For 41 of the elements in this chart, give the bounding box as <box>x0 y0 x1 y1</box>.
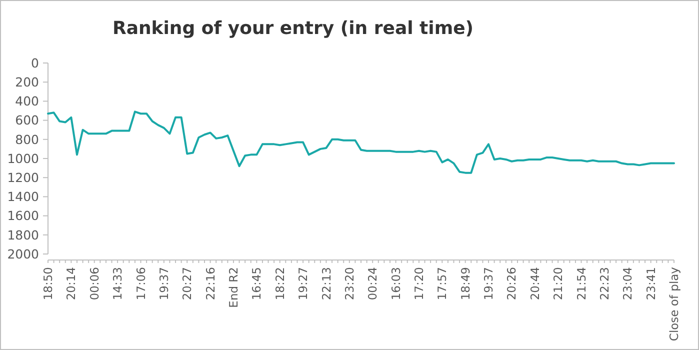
x-tick-label: 20:27 <box>180 267 194 300</box>
x-tick-label: 00:06 <box>87 267 102 300</box>
x-tick-label: 18:50 <box>41 267 56 300</box>
x-tick-label: 19:37 <box>482 267 496 300</box>
y-tick-label: 1200 <box>7 170 40 185</box>
x-tick-label: 17:06 <box>134 267 148 300</box>
y-tick-label: 200 <box>15 74 40 90</box>
x-tick-label: 22:23 <box>597 267 612 300</box>
x-tick-label: 17:20 <box>412 267 426 300</box>
y-tick-label: 1600 <box>7 208 40 224</box>
x-tick-label: 00:24 <box>366 267 380 300</box>
x-tick-label: 22:16 <box>203 267 218 300</box>
x-tick-label: 18:22 <box>272 267 287 300</box>
x-tick-label: 14:33 <box>110 267 125 300</box>
y-tick-label: 1800 <box>7 227 40 242</box>
x-tick-label: 21:54 <box>574 267 588 300</box>
x-tick-label: 20:14 <box>64 267 78 300</box>
x-tick-label: 21:20 <box>551 267 566 300</box>
x-tick-label: 23:04 <box>620 267 635 300</box>
y-tick-label: 400 <box>15 94 40 109</box>
x-tick-label: End R2 <box>226 267 241 308</box>
chart-title: Ranking of your entry (in real time) <box>112 18 474 39</box>
x-tick-label: 23:20 <box>342 267 356 300</box>
x-tick-label: 19:27 <box>296 267 310 300</box>
line-series <box>47 110 675 174</box>
y-tick-label: 600 <box>15 112 40 128</box>
x-tick-label: 23:41 <box>644 267 658 300</box>
x-tick-label: 16:45 <box>250 267 264 300</box>
x-tick-label: 18:49 <box>458 267 472 300</box>
x-tick-label: 19:37 <box>156 267 171 300</box>
x-tick-label: 17:57 <box>435 267 450 300</box>
x-tick-label: 20:44 <box>528 267 542 300</box>
y-tick-label: 1400 <box>7 189 40 204</box>
x-tick-label: 22:13 <box>319 267 334 300</box>
y-tick-label: 0 <box>31 55 40 70</box>
y-tick-label: 2000 <box>7 246 40 262</box>
x-tick-label: 20:26 <box>504 267 519 300</box>
y-tick-label: 1000 <box>7 150 40 166</box>
x-tick-label: 16:03 <box>388 267 403 300</box>
y-tick-label: 800 <box>15 132 40 147</box>
x-tick-label: Close of play <box>667 266 682 342</box>
